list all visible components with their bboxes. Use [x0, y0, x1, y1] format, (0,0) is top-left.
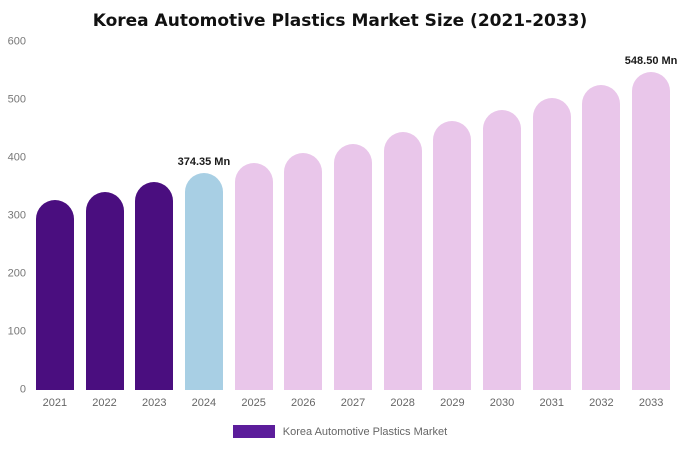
- y-axis: 0 100 200 300 400 500 600: [0, 36, 26, 395]
- bar-column: [80, 42, 130, 390]
- x-tick-label: 2024: [191, 397, 217, 409]
- legend: Korea Automotive Plastics Market: [0, 425, 680, 438]
- bar-column: [30, 42, 80, 390]
- x-tick-label: 2033: [638, 397, 664, 409]
- legend-label: Korea Automotive Plastics Market: [282, 425, 448, 438]
- bar-2024[interactable]: [184, 172, 223, 390]
- bar-column: [278, 42, 328, 390]
- y-tick-label: 0: [19, 383, 26, 396]
- x-tick-label: 2027: [340, 397, 366, 409]
- bar-2026[interactable]: [284, 153, 323, 390]
- y-tick-label: 400: [7, 151, 26, 164]
- bar-2023[interactable]: [135, 182, 174, 390]
- bar-column: [328, 42, 378, 390]
- bar-column: [577, 42, 627, 390]
- y-tick-label: 500: [7, 93, 26, 106]
- bar-column: [129, 42, 179, 390]
- x-tick-label: 2023: [141, 397, 167, 409]
- bar-column: 548.50 Mn: [624, 42, 678, 390]
- bar-column: 374.35 Mn: [177, 42, 231, 390]
- y-tick-label: 200: [7, 267, 26, 280]
- plot-area: 374.35 Mn 548.50 Mn: [30, 42, 678, 390]
- bar-value-label: 548.50 Mn: [624, 54, 678, 67]
- bar-column: [378, 42, 428, 390]
- x-tick-label: 2031: [539, 397, 564, 409]
- bar-2025[interactable]: [234, 163, 273, 390]
- x-axis: 2021 2022 2023 2024 2025 2026 2027 2028 2029 2030…: [30, 397, 676, 409]
- y-tick-label: 100: [7, 325, 26, 338]
- bar-2029[interactable]: [433, 121, 472, 390]
- bar-column: [229, 42, 279, 390]
- x-tick-label: 2022: [92, 397, 117, 409]
- bar-2031[interactable]: [532, 97, 571, 390]
- chart-title: Korea Automotive Plastics Market Size (2…: [92, 11, 588, 31]
- bar-2033[interactable]: [632, 71, 671, 390]
- legend-swatch: [232, 425, 275, 438]
- x-tick-label: 2030: [489, 397, 515, 409]
- bar-2032[interactable]: [582, 84, 621, 390]
- bar-2028[interactable]: [383, 132, 422, 390]
- bar-column: [428, 42, 478, 390]
- x-tick-label: 2032: [589, 397, 614, 409]
- x-tick-label: 2026: [291, 397, 316, 409]
- y-tick-label: 300: [7, 209, 26, 222]
- y-tick-label: 600: [7, 35, 26, 48]
- bar-2021[interactable]: [35, 200, 74, 390]
- bar-2030[interactable]: [483, 109, 522, 390]
- bar-column: [527, 42, 577, 390]
- bar-2022[interactable]: [85, 191, 124, 390]
- x-tick-label: 2029: [440, 397, 465, 409]
- x-tick-label: 2025: [241, 397, 266, 409]
- x-tick-label: 2028: [390, 397, 415, 409]
- x-tick-label: 2021: [42, 397, 68, 409]
- bar-value-label: 374.35 Mn: [177, 155, 231, 168]
- bar-column: [477, 42, 527, 390]
- bar-2027[interactable]: [333, 143, 372, 390]
